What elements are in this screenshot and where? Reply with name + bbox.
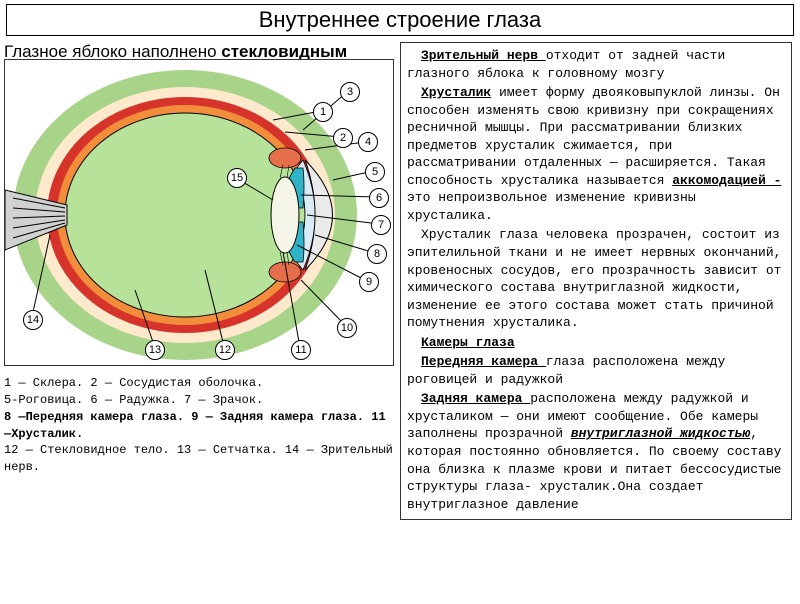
para-lens: Хрусталик имеет форму двояковыпуклой лин…: [407, 84, 785, 224]
eye-svg: [5, 60, 393, 365]
para-chambers-title: Камеры глаза: [407, 334, 785, 352]
term-aqueous-humor: внутриглазной жидкостью: [571, 426, 750, 441]
eye-diagram: 123456789101112131415: [4, 59, 394, 366]
para-anterior: Передняя камера глаза расположена между …: [407, 353, 785, 388]
content-columns: Глазное яблоко наполнено стекловидным те…: [0, 42, 800, 520]
p2d: это непроизвольное изменение кривизны хр…: [407, 190, 696, 223]
legend-line1: 1 — Склера. 2 — Сосудистая оболочка.: [4, 375, 396, 392]
page-title: Внутреннее строение глаза: [6, 4, 794, 36]
legend-line4: 12 — Стекловидное тело. 13 — Сетчатка. 1…: [4, 442, 396, 476]
left-column: Глазное яблоко наполнено стекловидным те…: [4, 42, 396, 520]
legend-line2: 5-Роговица. 6 — Радужка. 7 — Зрачок.: [4, 392, 396, 409]
term-anterior-chamber: Передняя камера: [421, 354, 546, 369]
para-lens-transparent: Хрусталик глаза человека прозрачен, сост…: [407, 226, 785, 331]
intro-part1: Глазное яблоко наполнено: [4, 42, 221, 61]
term-posterior-chamber: Задняя камера: [421, 391, 530, 406]
term-optic-nerve: Зрительный нерв: [421, 48, 546, 63]
legend: 1 — Склера. 2 — Сосудистая оболочка. 5-Р…: [4, 375, 396, 476]
term-lens: Хрусталик: [421, 85, 491, 100]
term-chambers: Камеры глаза: [421, 335, 515, 350]
right-column: Зрительный нерв отходит от задней части …: [400, 42, 792, 520]
legend-line3: 8 —Передняя камера глаза. 9 — Задняя кам…: [4, 409, 396, 443]
para-posterior: Задняя камера расположена между радужкой…: [407, 390, 785, 513]
para-optic-nerve: Зрительный нерв отходит от задней части …: [407, 47, 785, 82]
term-accommodation: аккомодацией -: [672, 173, 781, 188]
